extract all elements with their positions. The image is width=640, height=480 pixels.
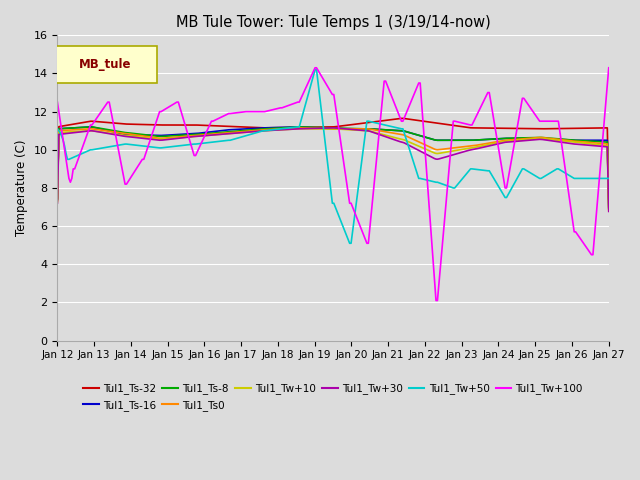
Tul1_Tw+10 (72, 129, 80, 134)
Tul1_Tw+100 (531, 112, 539, 118)
Tul1_Ts-8 (530, 135, 538, 141)
Tul1_Tw+50 (54, 126, 61, 132)
Tul1_Ts-16 (448, 137, 456, 143)
Tul1_Ts-32 (90, 119, 97, 124)
Tul1_Tw+30 (54, 200, 61, 206)
Tul1_Tw+30 (530, 137, 538, 143)
Tul1_Tw+10 (530, 136, 538, 142)
Tul1_Ts-16 (605, 204, 612, 210)
Tul1_Tw+100 (90, 120, 97, 126)
Tul1_Ts-16 (602, 137, 610, 143)
Line: Tul1_Ts0: Tul1_Ts0 (58, 128, 609, 210)
Tul1_Tw+10 (296, 126, 303, 132)
Tul1_Tw+50 (605, 176, 612, 181)
Tul1_Ts0 (90, 126, 97, 132)
Title: MB Tule Tower: Tule Temps 1 (3/19/14-now): MB Tule Tower: Tule Temps 1 (3/19/14-now… (176, 15, 490, 30)
Tul1_Tw+30 (448, 152, 456, 158)
Tul1_Ts-32 (72, 121, 80, 127)
Tul1_Tw+100 (72, 162, 80, 168)
Tul1_Ts-8 (296, 124, 303, 130)
Tul1_Ts-32 (397, 116, 405, 121)
Tul1_Ts0 (72, 127, 80, 132)
Tul1_Ts-8 (602, 139, 610, 145)
Tul1_Tw+10 (602, 143, 610, 148)
Tul1_Ts0 (296, 125, 303, 131)
Tul1_Ts0 (339, 126, 346, 132)
Tul1_Tw+50 (311, 67, 319, 72)
Line: Tul1_Tw+50: Tul1_Tw+50 (58, 70, 609, 243)
Tul1_Ts0 (605, 207, 612, 213)
Tul1_Tw+10 (339, 126, 346, 132)
Text: MB_tule: MB_tule (79, 58, 132, 71)
Tul1_Ts-16 (90, 124, 97, 130)
Tul1_Tw+100 (54, 99, 61, 105)
Legend: Tul1_Ts-32, Tul1_Ts-16, Tul1_Ts-8, Tul1_Ts0, Tul1_Tw+10, Tul1_Tw+30, Tul1_Tw+50,: Tul1_Ts-32, Tul1_Ts-16, Tul1_Ts-8, Tul1_… (79, 379, 587, 415)
Tul1_Ts-32 (602, 125, 610, 131)
Tul1_Tw+30 (339, 126, 346, 132)
Tul1_Tw+10 (90, 128, 97, 134)
Tul1_Tw+50 (449, 185, 457, 191)
Tul1_Ts-16 (72, 125, 80, 131)
Tul1_Tw+50 (90, 147, 97, 153)
Tul1_Tw+100 (311, 65, 319, 71)
Tul1_Ts0 (530, 135, 538, 141)
Y-axis label: Temperature (C): Temperature (C) (15, 140, 28, 236)
FancyBboxPatch shape (54, 46, 157, 83)
Tul1_Tw+30 (602, 144, 610, 150)
Tul1_Ts-16 (339, 126, 346, 132)
Line: Tul1_Ts-32: Tul1_Ts-32 (58, 119, 609, 199)
Tul1_Ts-8 (54, 196, 61, 202)
Tul1_Ts0 (448, 145, 456, 151)
Tul1_Tw+50 (72, 153, 80, 159)
Tul1_Ts0 (54, 198, 61, 204)
Tul1_Ts-32 (605, 196, 612, 202)
Tul1_Tw+30 (605, 209, 612, 215)
Line: Tul1_Tw+100: Tul1_Tw+100 (58, 68, 609, 300)
Tul1_Tw+30 (72, 130, 80, 135)
Tul1_Ts-8 (448, 137, 456, 143)
Line: Tul1_Ts-8: Tul1_Ts-8 (58, 127, 609, 208)
Line: Tul1_Tw+30: Tul1_Tw+30 (58, 128, 609, 212)
Tul1_Ts-32 (448, 122, 456, 128)
Tul1_Ts-8 (90, 124, 97, 130)
Tul1_Tw+100 (449, 118, 457, 124)
Tul1_Ts-32 (530, 126, 538, 132)
Tul1_Tw+50 (339, 222, 346, 228)
Tul1_Ts-16 (294, 124, 301, 130)
Tul1_Ts-32 (337, 123, 345, 129)
Tul1_Ts-16 (54, 196, 61, 202)
Tul1_Ts-16 (530, 135, 538, 141)
Tul1_Tw+10 (448, 148, 456, 154)
Tul1_Tw+50 (346, 240, 353, 246)
Tul1_Ts0 (602, 141, 610, 147)
Tul1_Tw+10 (605, 208, 612, 214)
Tul1_Tw+100 (604, 82, 611, 88)
Tul1_Tw+50 (531, 173, 539, 179)
Tul1_Tw+10 (54, 199, 61, 205)
Tul1_Tw+100 (605, 65, 612, 71)
Tul1_Ts-8 (605, 205, 612, 211)
Tul1_Tw+30 (328, 125, 336, 131)
Tul1_Ts-32 (54, 195, 61, 201)
Tul1_Tw+30 (90, 128, 97, 134)
Tul1_Tw+100 (339, 151, 346, 156)
Tul1_Ts-8 (339, 125, 346, 131)
Line: Tul1_Tw+10: Tul1_Tw+10 (58, 129, 609, 211)
Tul1_Tw+100 (432, 298, 440, 303)
Line: Tul1_Ts-16: Tul1_Ts-16 (58, 127, 609, 207)
Tul1_Tw+50 (604, 176, 611, 181)
Tul1_Ts-8 (72, 125, 80, 131)
